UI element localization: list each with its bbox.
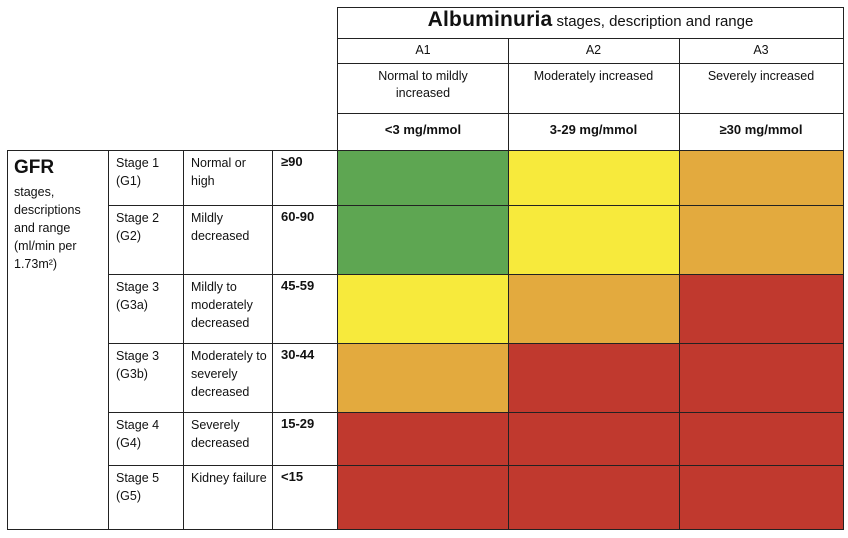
grid-line — [108, 465, 844, 466]
grid-line — [272, 150, 273, 530]
gfr-stage-description: Mildly decreased — [191, 211, 250, 243]
gfr-stage-description: Severely decreased — [191, 418, 250, 450]
risk-cell — [338, 274, 508, 343]
albuminuria-title: Albuminuria stages, description and rang… — [338, 8, 843, 32]
gfr-stage-description: Normal or high — [191, 156, 246, 188]
gfr-stage-label: Stage 1 (G1) — [116, 156, 160, 188]
stage-range-a1: <3 mg/mmol — [384, 122, 462, 137]
grid-line — [843, 7, 844, 530]
risk-cell — [680, 343, 843, 412]
risk-cell — [509, 205, 679, 274]
grid-line — [679, 38, 680, 530]
risk-cell — [680, 465, 843, 529]
grid-line — [337, 7, 844, 8]
risk-cell — [509, 412, 679, 465]
gfr-stage-description: Kidney failure — [191, 471, 267, 485]
risk-cell — [338, 205, 508, 274]
stage-code-a3: A3 — [753, 43, 769, 57]
gfr-stage-range: <15 — [281, 469, 304, 484]
gfr-stage-range: 30-44 — [281, 347, 315, 362]
gfr-stage-label: Stage 2 (G2) — [116, 211, 160, 243]
grid-line — [337, 7, 338, 530]
stage-desc-a2: Moderately increased — [533, 69, 654, 83]
gfr-stage-range: 45-59 — [281, 278, 315, 293]
risk-cell — [680, 205, 843, 274]
gfr-stage-description: Moderately to severely decreased — [191, 349, 267, 399]
grid-line — [337, 113, 844, 114]
grid-line — [337, 63, 844, 64]
risk-cell — [509, 465, 679, 529]
risk-cell — [338, 465, 508, 529]
risk-cell — [509, 343, 679, 412]
risk-cell — [338, 150, 508, 205]
risk-cell — [338, 343, 508, 412]
grid-line — [337, 38, 844, 39]
stage-range-a2: 3-29 mg/mmol — [549, 122, 638, 137]
grid-line — [7, 150, 844, 151]
stage-code-a1: A1 — [415, 43, 431, 57]
risk-cell — [680, 412, 843, 465]
stage-code-a2: A2 — [585, 43, 602, 57]
gfr-stage-range: 60-90 — [281, 209, 315, 224]
risk-cell — [509, 274, 679, 343]
gfr-description: stages, descriptions and range (ml/min p… — [14, 185, 81, 271]
gfr-stage-label: Stage 4 (G4) — [116, 418, 160, 450]
grid-line — [7, 529, 844, 530]
risk-cell — [338, 412, 508, 465]
gfr-stage-label: Stage 3 (G3b) — [116, 349, 160, 381]
risk-cell — [680, 150, 843, 205]
gfr-stage-range: 15-29 — [281, 416, 315, 431]
albuminuria-title-rest: stages, description and range — [552, 13, 754, 30]
grid-line — [508, 38, 509, 530]
risk-cell — [680, 274, 843, 343]
grid-line — [108, 343, 844, 344]
grid-line — [108, 412, 844, 413]
gfr-stage-label: Stage 5 (G5) — [116, 471, 160, 503]
grid-line — [183, 150, 184, 530]
grid-line — [108, 205, 844, 206]
grid-line — [108, 150, 109, 530]
albuminuria-title-bold: Albuminuria — [427, 8, 553, 31]
stage-range-a3: ≥30 mg/mmol — [719, 122, 803, 137]
gfr-stage-range: ≥90 — [281, 154, 303, 169]
grid-line — [7, 150, 8, 530]
stage-desc-a3: Severely increased — [707, 69, 815, 83]
gfr-stage-description: Mildly to moderately decreased — [191, 280, 253, 330]
gfr-title: GFR — [14, 157, 55, 178]
stage-desc-a1: Normal to mildly increased — [378, 69, 468, 100]
gfr-stage-label: Stage 3 (G3a) — [116, 280, 160, 312]
risk-cell — [509, 150, 679, 205]
grid-line — [108, 274, 844, 275]
